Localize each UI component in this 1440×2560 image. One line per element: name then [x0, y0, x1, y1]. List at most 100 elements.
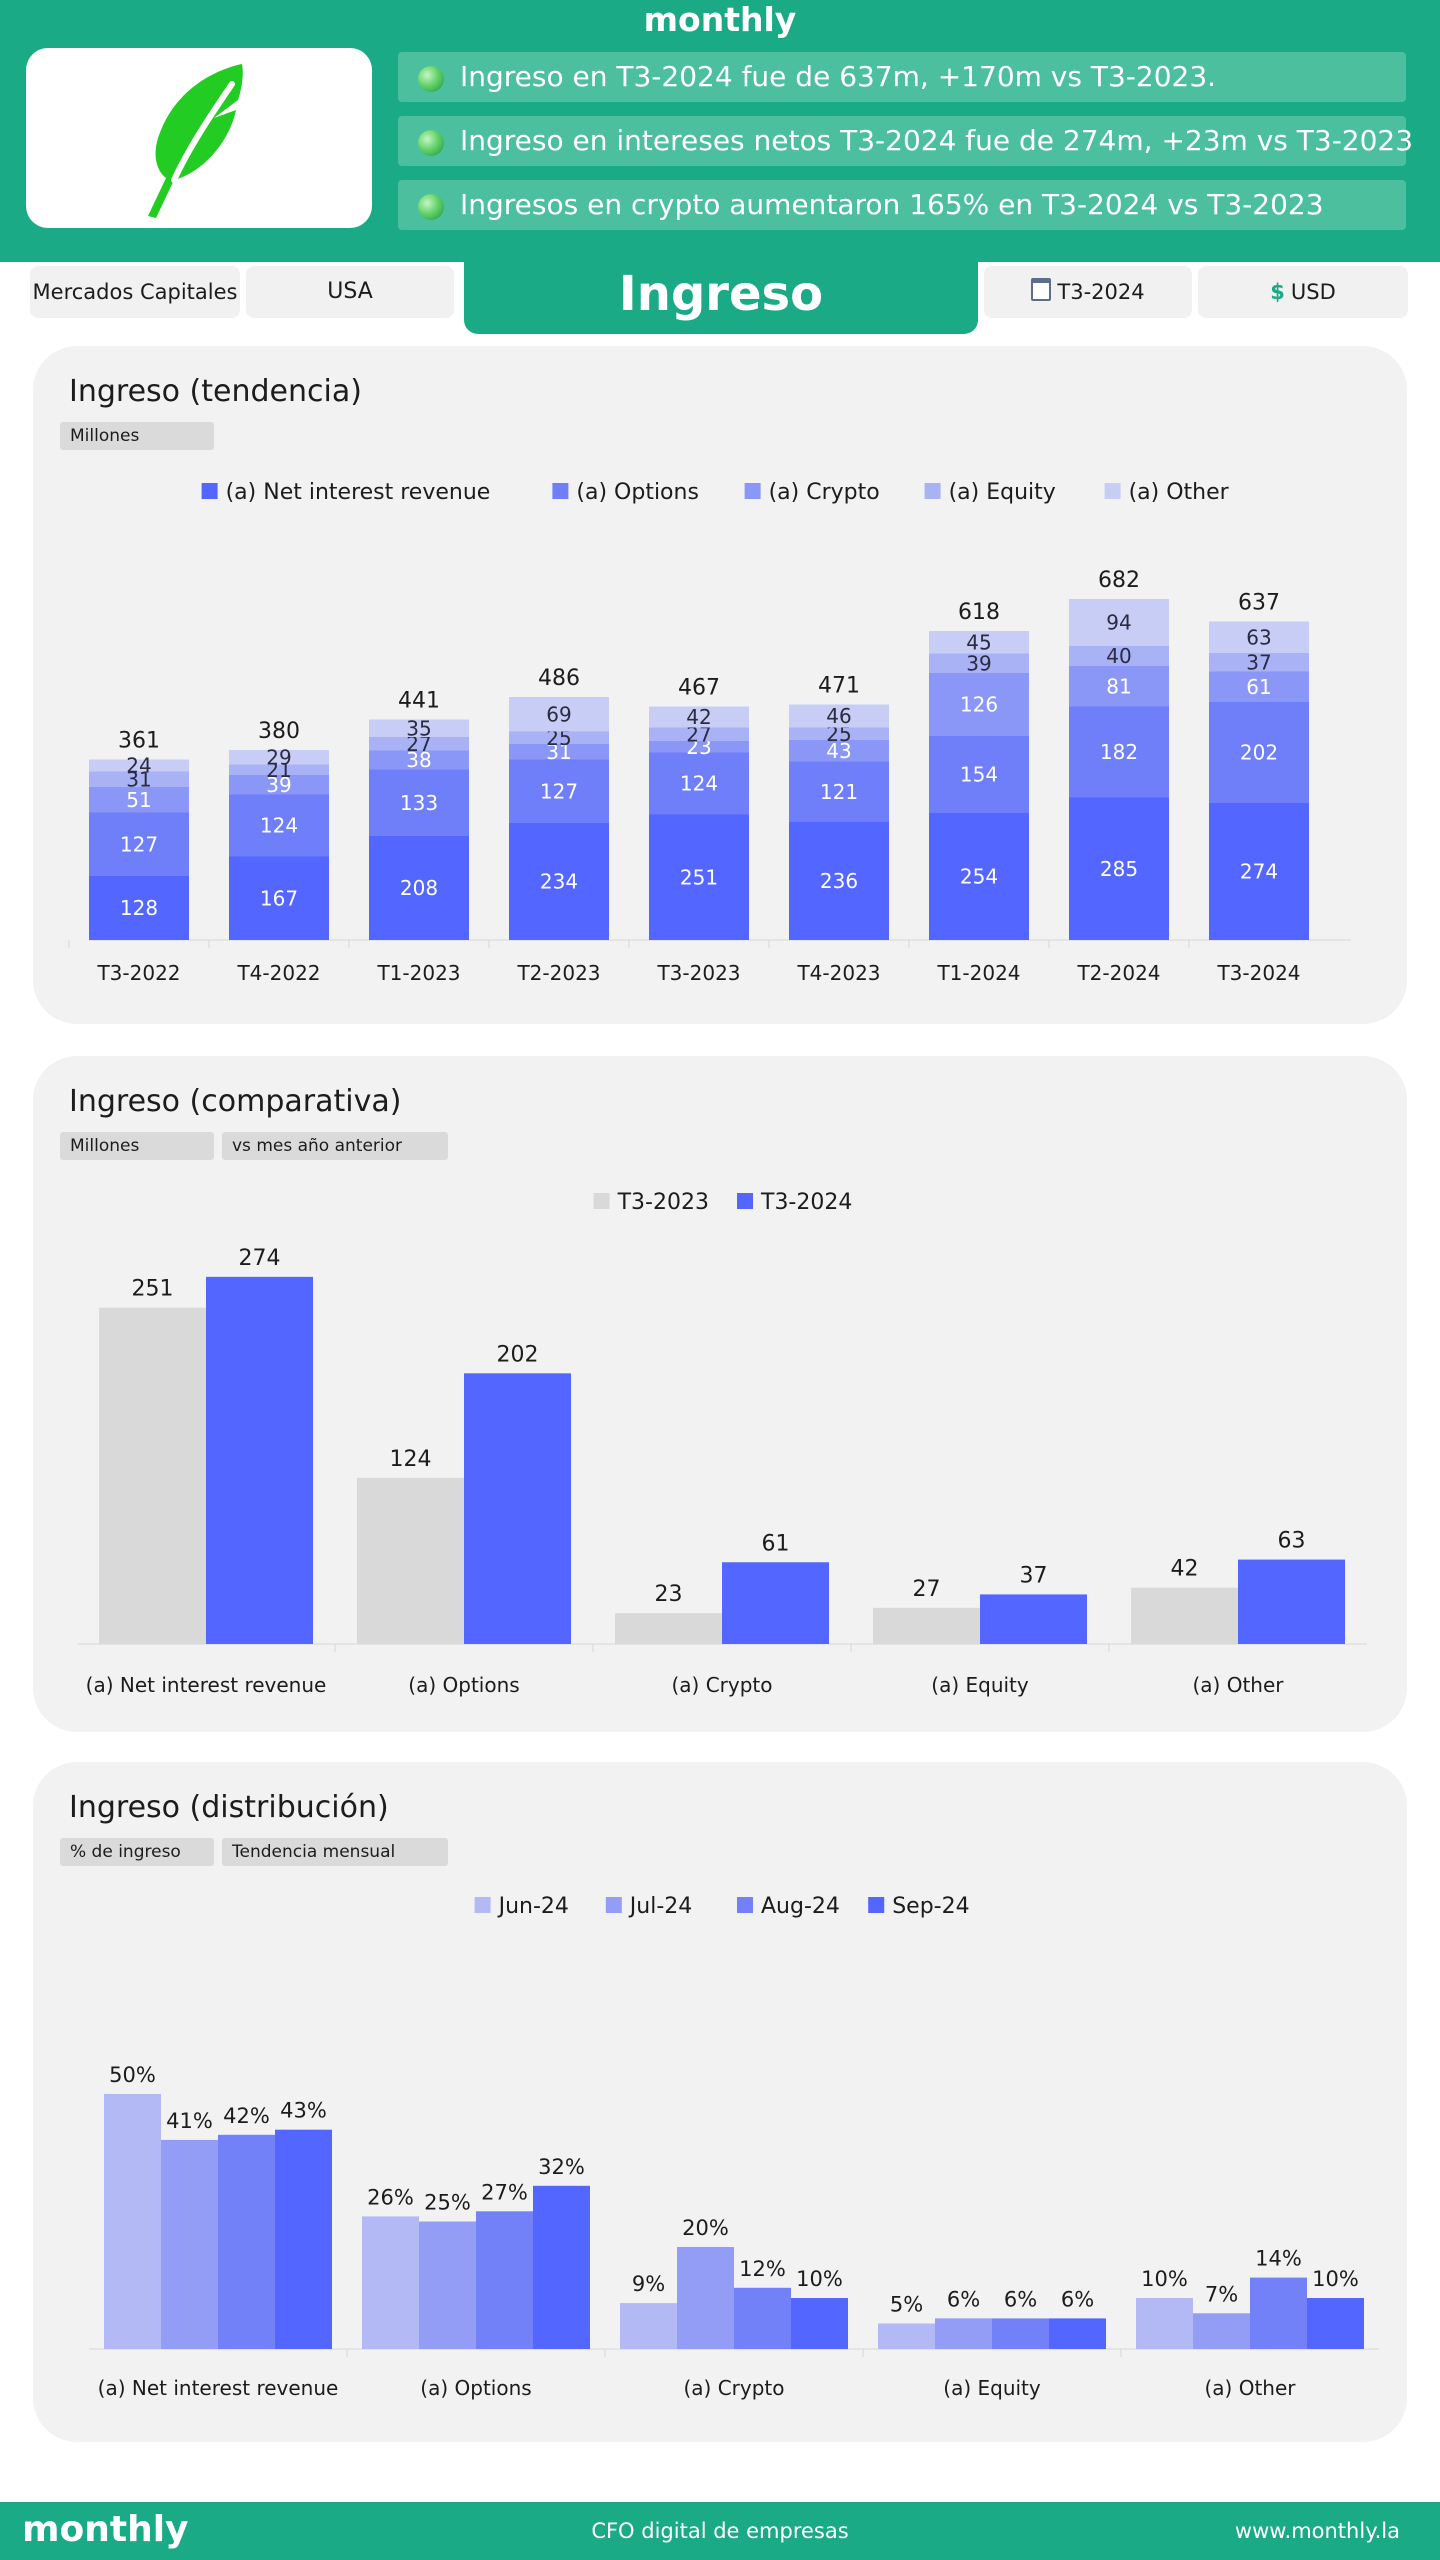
bar — [1238, 1559, 1345, 1644]
bar — [104, 2094, 161, 2349]
data-label: 251 — [680, 865, 718, 889]
data-label: 27% — [481, 2180, 528, 2204]
legend-label: Jun-24 — [497, 1894, 569, 1919]
total-label: 380 — [258, 719, 300, 744]
legend-label: (a) Crypto — [769, 480, 880, 505]
data-label: 127 — [540, 779, 578, 803]
bar-segment — [649, 814, 749, 940]
footer-url[interactable]: www.monthly.la — [1234, 2519, 1400, 2543]
bar-segment — [929, 631, 1029, 654]
insight-text: Ingresos en crypto aumentaron 165% en T3… — [460, 188, 1324, 221]
currency-label: USD — [1290, 280, 1336, 304]
compare-chart: T3-2023 T3-2024 251 274 (a) Net interest rev… — [77, 1190, 1367, 1697]
bar-segment — [1209, 671, 1309, 702]
bar-segment — [929, 736, 1029, 813]
data-label: 61 — [1246, 675, 1271, 699]
legend-label: (a) Other — [1129, 480, 1230, 505]
distribution-basis-tag: Tendencia mensual — [222, 1838, 448, 1866]
data-label: 5% — [890, 2293, 923, 2317]
data-label: 46 — [826, 704, 851, 728]
bar — [99, 1307, 206, 1644]
total-label: 486 — [538, 666, 580, 691]
bar — [620, 2303, 677, 2349]
brand-logo-top: monthly — [643, 0, 797, 39]
compare-basis-tag: vs mes año anterior — [222, 1132, 448, 1160]
bar-segment — [1209, 702, 1309, 803]
bar-segment — [509, 697, 609, 732]
bar-segment — [789, 727, 889, 740]
x-tick-label: T4-2022 — [236, 961, 320, 985]
currency-filter[interactable]: $ USD — [1198, 266, 1408, 318]
bar — [419, 2221, 476, 2349]
bar-segment — [649, 741, 749, 753]
data-label: 236 — [820, 869, 858, 893]
bar — [878, 2323, 935, 2349]
total-label: 361 — [118, 729, 160, 754]
bar — [1131, 1587, 1238, 1644]
data-label: 12% — [739, 2257, 786, 2281]
legend-swatch — [737, 1193, 753, 1209]
bullet-dot-icon — [418, 66, 444, 92]
data-label: 94 — [1106, 611, 1131, 635]
distribution-chart: Jun-24 Jul-24 Aug-24 Sep-24 50% 41% 42% 43% (a) … — [89, 1894, 1379, 2400]
bar-segment — [1069, 706, 1169, 798]
bar — [935, 2318, 992, 2349]
x-tick-label: T3-2023 — [656, 961, 740, 985]
data-label: 254 — [960, 865, 998, 889]
insight-text: Ingreso en T3-2024 fue de 637m, +170m vs… — [460, 60, 1217, 93]
bar-segment — [789, 822, 889, 940]
bar — [161, 2139, 218, 2349]
page-title: Ingreso — [464, 262, 978, 334]
x-tick-label: (a) Crypto — [671, 1673, 772, 1697]
data-label: 182 — [1100, 740, 1138, 764]
bar — [980, 1594, 1087, 1644]
legend-swatch — [1104, 483, 1121, 499]
trend-card: Ingreso (tendencia) Millones (a) Net int… — [33, 346, 1407, 1024]
data-label: 10% — [1312, 2267, 1359, 2291]
bar-segment — [649, 727, 749, 741]
data-label: 124 — [390, 1447, 432, 1472]
compare-title: Ingreso (comparativa) — [69, 1084, 402, 1119]
bar-segment — [89, 787, 189, 813]
data-label: 208 — [400, 876, 438, 900]
legend-swatch — [744, 483, 761, 499]
distribution-unit-tag: % de ingreso — [60, 1838, 214, 1866]
data-label: 128 — [120, 896, 158, 920]
data-label: 45 — [966, 630, 991, 654]
data-label: 6% — [947, 2287, 980, 2311]
bar-segment — [509, 744, 609, 760]
data-label: 234 — [540, 870, 578, 894]
data-label: 38 — [406, 748, 431, 772]
bar-segment — [1069, 666, 1169, 707]
trend-chart: (a) Net interest revenue (a) Options (a) C… — [68, 480, 1351, 985]
bar — [873, 1607, 980, 1644]
data-label: 42 — [1171, 1557, 1199, 1582]
insight-bullet-3: Ingresos en crypto aumentaron 165% en T3… — [398, 180, 1406, 230]
bar-segment — [929, 653, 1029, 673]
distribution-title: Ingreso (distribución) — [69, 1790, 389, 1825]
compare-unit-tag: Millones — [60, 1132, 214, 1160]
bar-segment — [649, 752, 749, 815]
data-label: 40 — [1106, 644, 1131, 668]
bar-segment — [509, 759, 609, 823]
legend-swatch — [593, 1193, 610, 1209]
bar — [1049, 2318, 1106, 2349]
bar-segment — [369, 769, 469, 836]
data-label: 42 — [686, 705, 711, 729]
footer-brand: monthly — [22, 2509, 189, 2550]
legend-label: Jul-24 — [628, 1894, 692, 1919]
data-label: 37 — [1020, 1563, 1048, 1588]
bar-segment — [1209, 621, 1309, 653]
market-filter[interactable]: Mercados Capitales — [30, 266, 240, 318]
x-tick-label: T3-2022 — [96, 961, 180, 985]
total-label: 471 — [818, 674, 860, 699]
period-filter[interactable]: T3-2024 — [984, 266, 1192, 318]
period-label: T3-2024 — [1057, 280, 1145, 304]
x-tick-label: T1-2023 — [376, 961, 460, 985]
country-filter[interactable]: USA — [246, 266, 454, 318]
bar-segment — [509, 731, 609, 744]
bar — [1307, 2298, 1364, 2349]
data-label: 202 — [1240, 741, 1278, 765]
bullet-dot-icon — [418, 130, 444, 156]
bar-segment — [229, 764, 329, 775]
